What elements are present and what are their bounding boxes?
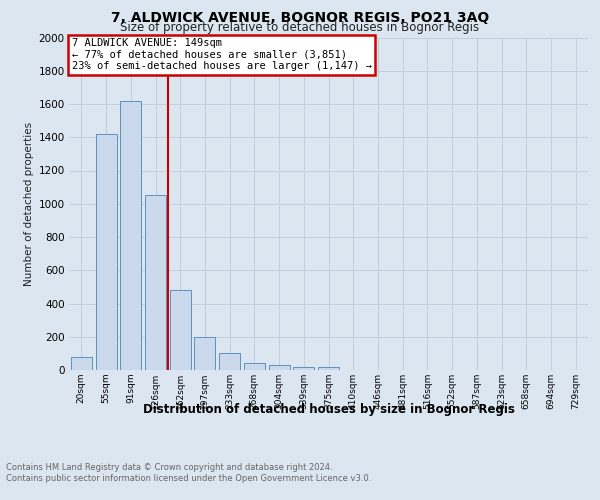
- Bar: [95, 134, 116, 370]
- Text: Distribution of detached houses by size in Bognor Regis: Distribution of detached houses by size …: [143, 402, 515, 415]
- Bar: [145, 196, 166, 370]
- Text: 7, ALDWICK AVENUE, BOGNOR REGIS, PO21 3AQ: 7, ALDWICK AVENUE, BOGNOR REGIS, PO21 3A…: [111, 11, 489, 25]
- Bar: [194, 337, 215, 370]
- Bar: [269, 365, 290, 370]
- Bar: [120, 100, 141, 370]
- Y-axis label: Number of detached properties: Number of detached properties: [25, 122, 34, 286]
- Bar: [318, 366, 339, 370]
- Text: 7 ALDWICK AVENUE: 149sqm
← 77% of detached houses are smaller (3,851)
23% of sem: 7 ALDWICK AVENUE: 149sqm ← 77% of detach…: [71, 38, 371, 72]
- Bar: [71, 356, 92, 370]
- Text: Contains public sector information licensed under the Open Government Licence v3: Contains public sector information licen…: [6, 474, 371, 483]
- Bar: [244, 362, 265, 370]
- Text: Contains HM Land Registry data © Crown copyright and database right 2024.: Contains HM Land Registry data © Crown c…: [6, 462, 332, 471]
- Bar: [293, 366, 314, 370]
- Text: Size of property relative to detached houses in Bognor Regis: Size of property relative to detached ho…: [121, 21, 479, 34]
- Bar: [219, 354, 240, 370]
- Bar: [170, 290, 191, 370]
